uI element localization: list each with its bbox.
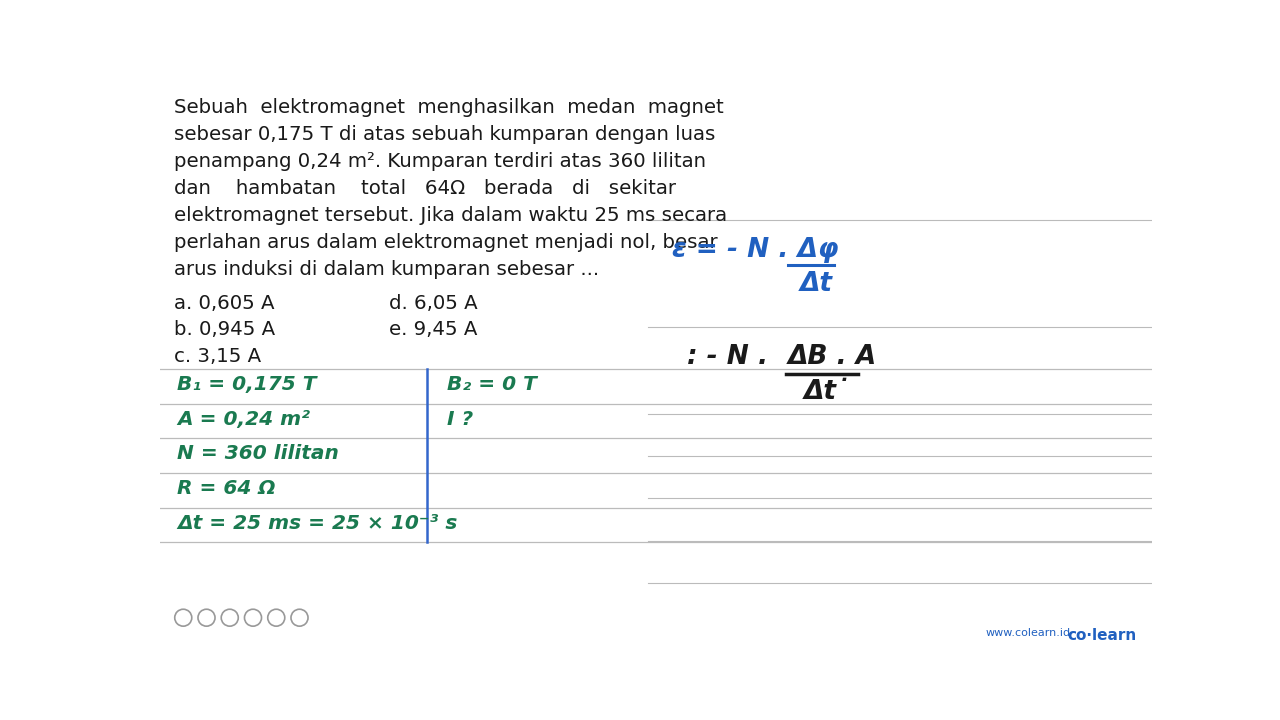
Text: Δt˙: Δt˙ <box>804 379 850 405</box>
Text: e. 9,45 A: e. 9,45 A <box>389 320 477 339</box>
Text: B₁ = 0,175 T: B₁ = 0,175 T <box>177 375 316 394</box>
Text: www.colearn.id: www.colearn.id <box>986 628 1070 638</box>
Text: perlahan arus dalam elektromagnet menjadi nol, besar: perlahan arus dalam elektromagnet menjad… <box>174 233 718 252</box>
Text: b. 0,945 A: b. 0,945 A <box>174 320 275 339</box>
Text: Δt = 25 ms = 25 × 10⁻³ s: Δt = 25 ms = 25 × 10⁻³ s <box>177 514 457 533</box>
Text: ΔB . A: ΔB . A <box>787 344 877 370</box>
Text: Sebuah  elektromagnet  menghasilkan  medan  magnet: Sebuah elektromagnet menghasilkan medan … <box>174 98 723 117</box>
Text: I ?: I ? <box>447 410 472 429</box>
Text: N = 360 lilitan: N = 360 lilitan <box>177 444 339 464</box>
Text: ε = - N . Δφ: ε = - N . Δφ <box>672 237 838 263</box>
Text: R = 64 Ω: R = 64 Ω <box>177 479 275 498</box>
Text: c. 3,15 A: c. 3,15 A <box>174 346 261 366</box>
Text: a. 0,605 A: a. 0,605 A <box>174 294 274 313</box>
Text: dan    hambatan    total   64Ω   berada   di   sekitar: dan hambatan total 64Ω berada di sekitar <box>174 179 676 198</box>
Text: A = 0,24 m²: A = 0,24 m² <box>177 410 310 429</box>
Text: penampang 0,24 m². Kumparan terdiri atas 360 lilitan: penampang 0,24 m². Kumparan terdiri atas… <box>174 152 707 171</box>
Text: elektromagnet tersebut. Jika dalam waktu 25 ms secara: elektromagnet tersebut. Jika dalam waktu… <box>174 206 727 225</box>
Text: : - N .: : - N . <box>687 344 768 370</box>
Text: sebesar 0,175 T di atas sebuah kumparan dengan luas: sebesar 0,175 T di atas sebuah kumparan … <box>174 125 716 144</box>
Text: d. 6,05 A: d. 6,05 A <box>389 294 477 313</box>
Text: Δt: Δt <box>800 271 832 297</box>
Text: co·learn: co·learn <box>1068 628 1137 643</box>
Text: arus induksi di dalam kumparan sebesar ...: arus induksi di dalam kumparan sebesar .… <box>174 260 599 279</box>
Text: B₂ = 0 T: B₂ = 0 T <box>447 375 536 394</box>
